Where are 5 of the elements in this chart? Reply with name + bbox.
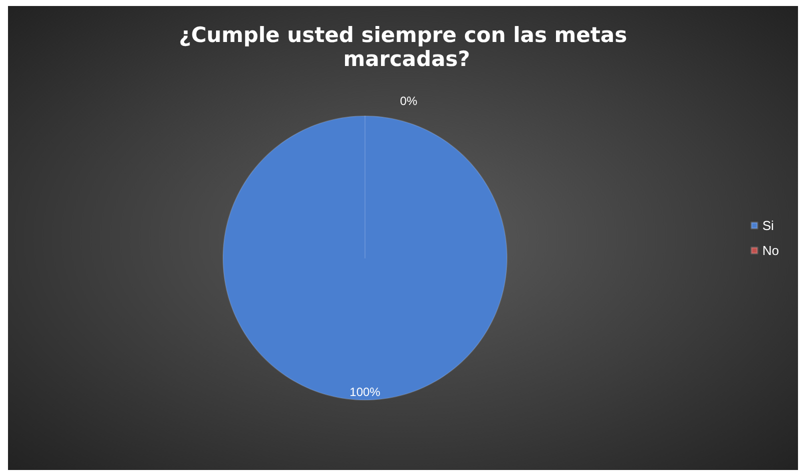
data-label: 100%: [350, 385, 381, 399]
legend-label: Si: [762, 218, 774, 233]
text: 0%: [400, 94, 418, 108]
chart-title: ¿Cumple usted siempre con las metas marcadas?: [178, 23, 628, 71]
legend-label: No: [762, 243, 780, 258]
